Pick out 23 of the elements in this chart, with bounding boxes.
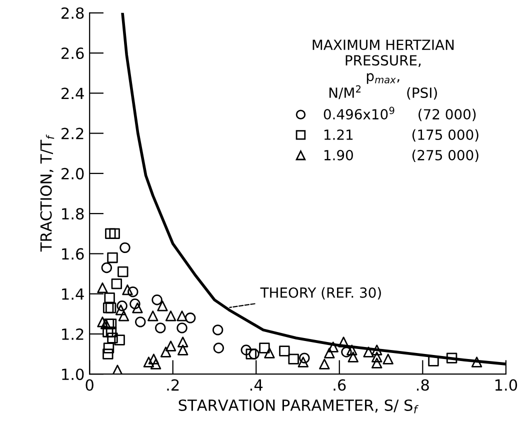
legend-label: 1.21 (175 000) bbox=[324, 129, 478, 142]
x-tick-label: 1.0 bbox=[495, 379, 518, 391]
y-tick-label: 1.4 bbox=[62, 288, 84, 300]
y-tick-label: 2.8 bbox=[62, 7, 84, 19]
text: 0.496x10$^{9}$ (72 000) bbox=[324, 106, 476, 122]
legend-label: 1.90 (275 000) bbox=[324, 150, 478, 162]
x-axis-title: STARVATION PARAMETER, S/ S$_{f}$ bbox=[178, 399, 419, 414]
annotation: THEORY (REF. 30) bbox=[260, 287, 381, 300]
y-tick-label: 1.2 bbox=[62, 328, 84, 340]
x-tick-label: .6 bbox=[334, 379, 346, 391]
x-tick-label: .2 bbox=[167, 379, 179, 391]
y-tick-label: 1.0 bbox=[62, 368, 84, 380]
y-tick-label: 1.6 bbox=[62, 248, 84, 260]
x-tick-label: 0 bbox=[86, 379, 94, 391]
x-tick-label: .4 bbox=[250, 379, 263, 391]
text: MAXIMUM HERTZIAN PRESSURE, p$_{max}$, N/M$^{2}$ (PSI) bbox=[312, 40, 454, 100]
y-tick-label: 2.4 bbox=[62, 88, 84, 99]
y-axis-title: TRACTION, T/T$_{f}$ bbox=[40, 134, 54, 252]
x-tick-label: .8 bbox=[417, 379, 429, 391]
y-tick-label: 1.8 bbox=[62, 208, 84, 220]
y-tick-label: 2.0 bbox=[62, 168, 84, 180]
y-tick-label: 2.2 bbox=[62, 128, 84, 140]
y-tick-label: 2.6 bbox=[62, 48, 84, 60]
